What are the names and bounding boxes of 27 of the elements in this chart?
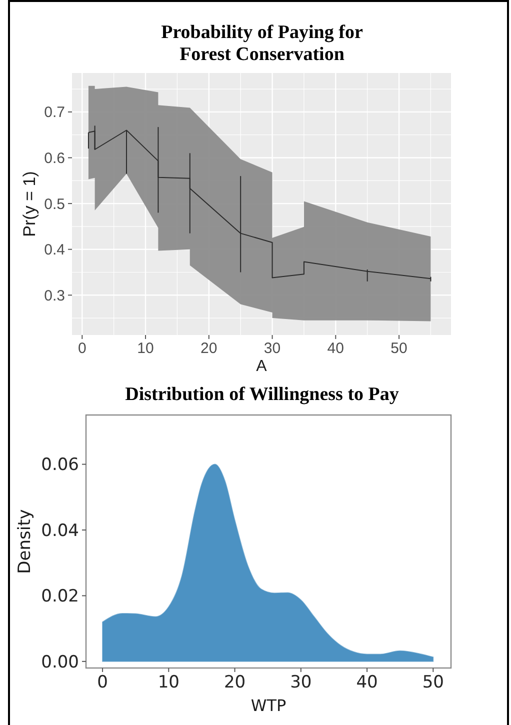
x-tick-label: 10 — [158, 672, 180, 693]
x-tick-label: 50 — [390, 340, 408, 357]
x-tick-label: 40 — [356, 672, 378, 693]
y-tick-label: 0.06 — [41, 455, 79, 476]
x-tick-label: 0 — [97, 672, 108, 693]
y-tick-label: 0.7 — [44, 104, 65, 122]
y-tick-label: 0.3 — [44, 287, 65, 304]
x-axis-title: WTP — [250, 696, 286, 715]
x-tick-label: 50 — [422, 672, 444, 693]
x-tick-label: 30 — [264, 340, 281, 357]
x-tick-label: 10 — [137, 340, 154, 357]
y-tick-label: 0.02 — [41, 586, 79, 607]
chart-title: Distribution of Willingness to Pay — [125, 384, 400, 405]
y-tick-label: 0.4 — [44, 242, 65, 259]
x-tick-label: 40 — [327, 340, 344, 357]
x-tick-label: 30 — [290, 672, 312, 693]
x-tick-label: 0 — [78, 340, 86, 357]
chart-title: Probability of Paying for Forest Conservation — [161, 22, 364, 65]
y-tick-label: 0.00 — [41, 652, 79, 672]
y-tick-label: 0.5 — [44, 196, 65, 213]
y-axis-title: Pr(y = 1) — [20, 171, 39, 237]
x-tick-label: 20 — [224, 672, 246, 693]
y-tick-label: 0.6 — [44, 150, 65, 167]
x-tick-label: 20 — [200, 340, 218, 357]
y-axis-title: Density — [15, 509, 35, 574]
y-tick-label: 0.04 — [41, 520, 79, 541]
x-axis-title: A — [256, 358, 268, 375]
